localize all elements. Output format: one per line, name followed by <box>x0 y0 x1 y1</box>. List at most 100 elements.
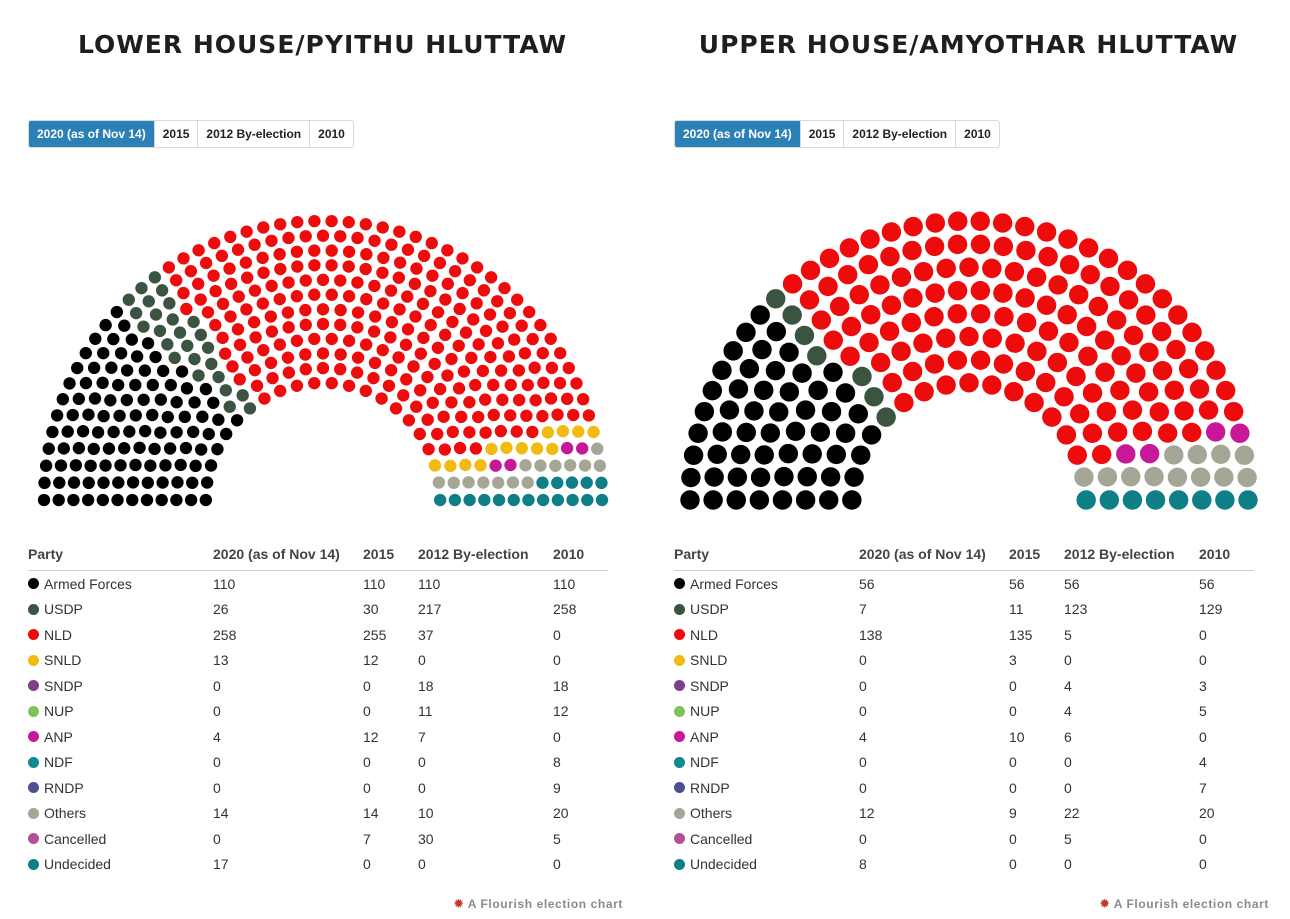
seat-nld[interactable] <box>184 264 198 278</box>
seat-armed-forces[interactable] <box>129 409 142 422</box>
seat-armed-forces[interactable] <box>712 422 733 442</box>
seat-usdp[interactable] <box>243 402 257 415</box>
seat-nld[interactable] <box>299 230 312 243</box>
seat-nld[interactable] <box>470 297 483 310</box>
seat-undecided[interactable] <box>463 493 476 507</box>
seat-others[interactable] <box>1164 445 1184 465</box>
seat-nld[interactable] <box>494 364 508 377</box>
seat-nld[interactable] <box>959 257 979 277</box>
seat-usdp[interactable] <box>864 387 884 407</box>
seat-nld[interactable] <box>947 234 968 255</box>
seat-nld[interactable] <box>446 425 459 439</box>
seat-nld[interactable] <box>1139 342 1159 363</box>
seat-nld[interactable] <box>282 276 295 289</box>
seat-armed-forces[interactable] <box>220 427 233 441</box>
seat-nld[interactable] <box>240 271 254 284</box>
seat-nld[interactable] <box>281 351 295 364</box>
seat-nld[interactable] <box>859 332 879 353</box>
seat-undecided[interactable] <box>1192 490 1212 510</box>
seat-nld[interactable] <box>491 295 504 308</box>
flourish-credit[interactable]: ✹ A Flourish election chart <box>453 896 623 912</box>
seat-usdp[interactable] <box>142 295 155 308</box>
seat-armed-forces[interactable] <box>194 443 208 456</box>
seat-armed-forces[interactable] <box>826 444 847 465</box>
seat-armed-forces[interactable] <box>163 442 177 455</box>
seat-nld[interactable] <box>422 442 435 456</box>
seat-anp[interactable] <box>1116 444 1136 464</box>
seat-nld[interactable] <box>177 286 190 300</box>
seat-nld[interactable] <box>445 396 458 409</box>
seat-usdp[interactable] <box>161 338 174 351</box>
seat-armed-forces[interactable] <box>707 444 727 465</box>
seat-usdp[interactable] <box>137 320 150 333</box>
seat-nld[interactable] <box>838 264 858 285</box>
seat-nld[interactable] <box>487 408 500 422</box>
seat-nld[interactable] <box>438 443 452 456</box>
seat-nld[interactable] <box>1126 363 1146 383</box>
seat-nld[interactable] <box>1151 321 1172 342</box>
seat-nld[interactable] <box>421 370 434 384</box>
seat-nld[interactable] <box>308 376 321 390</box>
seat-nld[interactable] <box>291 216 304 229</box>
seat-nld[interactable] <box>316 317 330 331</box>
seat-nld[interactable] <box>308 244 321 257</box>
seat-nld[interactable] <box>582 409 596 422</box>
seat-nld[interactable] <box>496 320 509 333</box>
seat-nld[interactable] <box>226 360 239 373</box>
seat-usdp[interactable] <box>236 389 249 402</box>
seat-armed-forces[interactable] <box>99 459 112 472</box>
seat-nld[interactable] <box>342 245 356 258</box>
seat-nld[interactable] <box>417 331 430 345</box>
seat-nld[interactable] <box>377 251 390 265</box>
seat-nld[interactable] <box>316 347 330 360</box>
seat-nld[interactable] <box>431 341 445 354</box>
seat-nld[interactable] <box>1054 387 1074 407</box>
seat-undecided[interactable] <box>595 493 609 507</box>
seat-nld[interactable] <box>970 350 991 370</box>
seat-nld[interactable] <box>479 426 492 439</box>
seat-armed-forces[interactable] <box>161 410 174 424</box>
seat-snld[interactable] <box>515 442 528 455</box>
seat-nld[interactable] <box>290 334 304 347</box>
seat-nld[interactable] <box>425 236 438 250</box>
seat-nld[interactable] <box>1110 380 1130 401</box>
seat-nld[interactable] <box>457 365 471 378</box>
seat-armed-forces[interactable] <box>146 408 159 422</box>
seat-undecided[interactable] <box>536 476 549 489</box>
seat-armed-forces[interactable] <box>178 410 191 424</box>
seat-nld[interactable] <box>1036 372 1056 393</box>
seat-nld[interactable] <box>936 328 956 348</box>
seat-undecided[interactable] <box>434 493 447 507</box>
seat-armed-forces[interactable] <box>744 401 764 421</box>
seat-nld[interactable] <box>392 271 406 284</box>
seat-nld[interactable] <box>1042 407 1062 427</box>
seat-usdp[interactable] <box>188 352 201 366</box>
seat-nld[interactable] <box>959 326 979 347</box>
seat-nld[interactable] <box>441 277 454 291</box>
seat-armed-forces[interactable] <box>130 350 144 363</box>
seat-nld[interactable] <box>840 346 860 366</box>
seat-armed-forces[interactable] <box>63 377 76 390</box>
seat-nld[interactable] <box>384 364 398 377</box>
seat-nld[interactable] <box>463 396 476 409</box>
seat-armed-forces[interactable] <box>38 476 51 489</box>
seat-nld[interactable] <box>1082 423 1103 443</box>
seat-nld[interactable] <box>551 408 564 421</box>
seat-nld[interactable] <box>1080 264 1100 285</box>
seat-nld[interactable] <box>169 274 183 287</box>
seat-nld[interactable] <box>1132 421 1153 442</box>
seat-armed-forces[interactable] <box>50 409 64 422</box>
seat-others[interactable] <box>447 476 460 489</box>
seat-usdp[interactable] <box>205 357 218 371</box>
seat-armed-forces[interactable] <box>211 442 224 456</box>
seat-undecided[interactable] <box>581 493 594 507</box>
seat-nld[interactable] <box>192 277 205 291</box>
seat-nld[interactable] <box>441 244 454 257</box>
seat-armed-forces[interactable] <box>774 466 794 487</box>
seat-nld[interactable] <box>982 328 1002 348</box>
seat-nld[interactable] <box>1195 341 1215 361</box>
seat-nld[interactable] <box>265 234 278 247</box>
seat-nld[interactable] <box>248 364 262 377</box>
seat-snld[interactable] <box>541 426 555 439</box>
seat-nld[interactable] <box>424 318 437 332</box>
